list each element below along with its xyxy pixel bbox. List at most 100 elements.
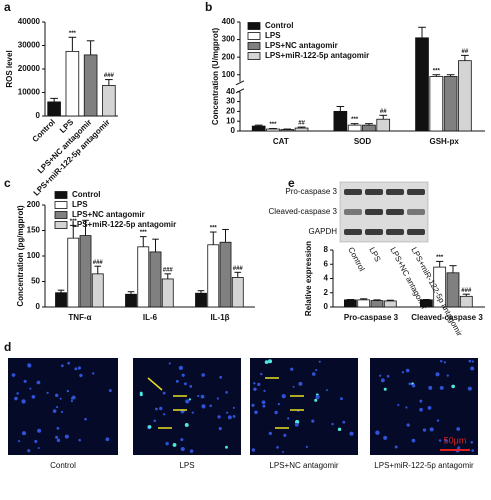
significance: ### [104, 73, 115, 79]
nucleus [427, 405, 432, 410]
bar [459, 295, 473, 308]
nucleus [37, 428, 42, 433]
legend-label: LPS [72, 200, 88, 209]
nucleus [375, 430, 380, 435]
y-tick-label: 6 [324, 259, 329, 268]
y-axis-title: Relative expression [304, 241, 313, 316]
nucleus [56, 426, 60, 430]
nucleus [290, 367, 294, 371]
y-tick-label: 0 [231, 126, 236, 135]
nucleus [467, 386, 472, 391]
nucleus [422, 428, 427, 432]
significance: ### [163, 267, 174, 273]
bar [370, 300, 384, 308]
nucleus [181, 373, 185, 377]
nucleus [283, 433, 287, 437]
nucleus [201, 373, 206, 377]
nucleus [436, 419, 440, 422]
nucleus [257, 382, 261, 386]
nucleus [27, 363, 30, 366]
nucleus [253, 387, 257, 391]
y-tick-label: 200 [27, 200, 41, 209]
nucleus [185, 399, 190, 404]
nucleus [59, 397, 62, 400]
nucleus [61, 364, 64, 368]
bar [207, 244, 220, 308]
nucleus [34, 439, 38, 444]
nucleus [451, 384, 455, 389]
x-tick-label: Pro-caspase 3 [344, 313, 399, 322]
blot-band [365, 229, 383, 235]
bar [149, 251, 162, 308]
x-tick-label: IL-6 [143, 313, 158, 322]
nucleus [262, 404, 266, 408]
nucleus [37, 447, 40, 450]
nucleus [419, 407, 423, 412]
significance: *** [140, 230, 148, 236]
nucleus [294, 422, 299, 427]
significance: ### [233, 266, 244, 272]
nucleus [281, 394, 286, 399]
blot-band [386, 229, 404, 235]
bar [102, 85, 116, 117]
nucleus [108, 389, 112, 393]
bar [231, 277, 244, 308]
panel-label: a [4, 0, 11, 14]
significance: *** [269, 122, 277, 128]
nucleus [153, 419, 157, 423]
significance: ## [380, 109, 387, 115]
y-tick-label: 30000 [18, 41, 41, 50]
arrow [147, 377, 163, 391]
y-tick-label: 50 [31, 277, 40, 286]
nucleus [298, 381, 303, 386]
nucleus [411, 383, 416, 388]
nucleus [180, 438, 184, 442]
bar [83, 54, 98, 117]
nucleus [380, 378, 385, 383]
nucleus [383, 435, 388, 440]
nucleus [439, 385, 444, 390]
micrograph [8, 358, 118, 455]
panel-label: b [205, 0, 212, 14]
panel-label: c [4, 176, 11, 190]
nucleus [287, 417, 290, 420]
significance: *** [210, 226, 218, 232]
bar [195, 292, 207, 308]
nucleus [27, 449, 31, 453]
nucleus [175, 379, 179, 383]
x-tick-label: Control [31, 118, 57, 144]
nucleus [311, 419, 315, 423]
nucleus [77, 366, 81, 370]
nucleus [16, 392, 19, 395]
nucleus [46, 391, 49, 394]
nucleus [218, 426, 222, 431]
y-tick-label: 150 [27, 226, 41, 235]
bar [343, 299, 357, 308]
nucleus [225, 391, 228, 394]
nucleus [408, 382, 412, 386]
nucleus [163, 413, 166, 416]
nucleus [189, 449, 194, 453]
nucleus [165, 441, 169, 446]
nucleus [191, 411, 194, 414]
nucleus [468, 359, 472, 363]
nucleus [209, 404, 212, 408]
nucleus [406, 423, 410, 427]
nucleus [471, 449, 474, 452]
significance: *** [436, 255, 444, 261]
blot-band [344, 189, 362, 195]
image-caption: LPS [179, 461, 194, 470]
legend-swatch [54, 221, 68, 229]
nucleus [147, 425, 152, 429]
bar [443, 76, 458, 132]
nucleus [340, 397, 343, 401]
nucleus [276, 446, 279, 449]
bar [65, 50, 80, 117]
legend-label: LPS+miR-122-5p antagomir [72, 220, 176, 229]
nucleus [78, 438, 81, 442]
nucleus [435, 372, 440, 377]
y-tick-label: 20 [226, 106, 235, 115]
nucleus [263, 389, 266, 392]
y-tick-label: 200 [222, 52, 236, 61]
nucleus [471, 360, 474, 363]
